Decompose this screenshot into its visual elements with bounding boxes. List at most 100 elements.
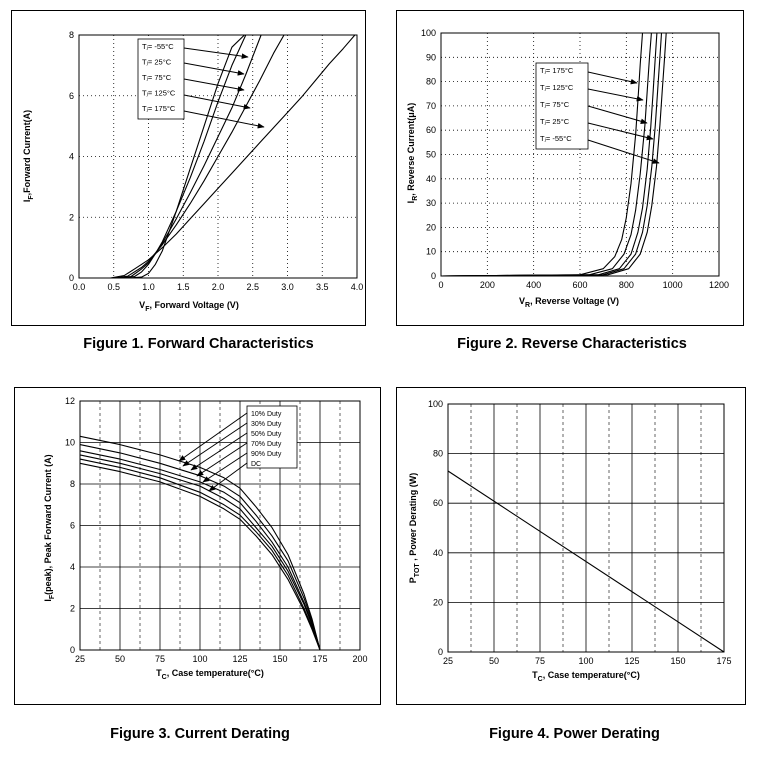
legend-entry: Tⱼ= -55°C <box>540 134 572 143</box>
series-line-2 <box>440 32 652 277</box>
y-tick-label: 10 <box>65 438 75 448</box>
x-tick-label: 2.0 <box>212 282 225 292</box>
x-axis-label-main: V <box>519 296 525 306</box>
legend-entry: 10% Duty <box>251 411 282 418</box>
x-axis-label-sub: C <box>162 674 167 681</box>
series-line-1 <box>440 32 644 277</box>
caption-figure-2: Figure 2. Reverse Characteristics <box>457 336 687 352</box>
x-tick-label: 1000 <box>663 280 683 290</box>
y-tick-label: 0 <box>431 271 436 281</box>
legend-entry: Tⱼ= 175°C <box>142 104 176 113</box>
legend-arrow <box>183 62 245 76</box>
legend-2: 10% Duty 30% Duty 50% Duty 70% Duty 90% Duty… <box>246 405 298 469</box>
series-line-2 <box>79 444 321 651</box>
legend-arrow <box>178 412 248 462</box>
x-tick-label: 3.5 <box>316 282 329 292</box>
x-tick-label: 0.5 <box>107 282 120 292</box>
legend-entry: Tⱼ= 125°C <box>540 83 574 92</box>
y-tick-label: 100 <box>428 399 443 409</box>
legend-entry: Tⱼ= 25°C <box>142 58 172 67</box>
x-axis-label-rest: , Case temperature(°C) <box>543 670 640 680</box>
x-tick-label: 800 <box>619 280 634 290</box>
legend-arrow <box>587 105 648 124</box>
y-tick-label: 60 <box>426 125 436 135</box>
y-tick-label: 2 <box>69 212 74 222</box>
legend-arrow <box>196 442 248 477</box>
x-tick-label: 125 <box>232 654 247 664</box>
legend-arrow <box>587 71 638 85</box>
x-tick-label: 100 <box>578 656 593 666</box>
y-tick-label: 30 <box>426 198 436 208</box>
plot-frame <box>79 400 361 651</box>
y-tick-label: 100 <box>421 28 436 38</box>
y-tick-label: 12 <box>65 396 75 406</box>
x-tick-label: 400 <box>526 280 541 290</box>
x-tick-label: 100 <box>192 654 207 664</box>
x-tick-label: 25 <box>443 656 453 666</box>
legend-arrow <box>183 110 265 129</box>
legend-entry: Tⱼ= 125°C <box>142 89 176 98</box>
y-tick-label: 60 <box>433 498 443 508</box>
chart-power-derating: 25 50 75 100 125 150 175 0 20 40 60 80 100 TC, Case t… <box>408 399 732 683</box>
y-axis-label-main: I <box>43 599 53 602</box>
legend-box <box>246 405 298 469</box>
x-tick-label: 1200 <box>709 280 729 290</box>
series-line-5 <box>79 458 321 651</box>
y-axis-label-rest: , Power Derating (W) <box>408 473 418 564</box>
legend-arrow <box>183 94 251 110</box>
legend-entry: Tⱼ= 25°C <box>540 117 570 126</box>
chart-reverse-characteristics: 0 200 400 600 800 1000 1200 0 10 20 30 40 50 60 70 80 90… <box>406 28 729 309</box>
legend-arrow <box>208 462 248 492</box>
y-tick-label: 80 <box>433 449 443 459</box>
x-axis-label-sub: R <box>525 302 530 309</box>
y-axis-label-rest: (peak), Peak Forward Current (A) <box>43 454 53 595</box>
series-line-3 <box>440 32 658 277</box>
x-tick-label: 25 <box>75 654 85 664</box>
series-line-6 <box>79 462 321 651</box>
legend-arrow <box>587 122 654 141</box>
series-line-3 <box>79 34 262 279</box>
x-axis-label-rest: , Reverse Voltage (V) <box>530 296 619 306</box>
x-axis-label-rest: , Forward Voltage (V) <box>149 300 238 310</box>
caption-figure-3: Figure 3. Current Derating <box>110 726 290 742</box>
x-axis-label: VR, Reverse Voltage (V) <box>519 296 619 309</box>
legend-entry: Tⱼ= 175°C <box>540 66 574 75</box>
x-tick-label: 3.0 <box>281 282 294 292</box>
legend-entry: 90% Duty <box>251 451 282 458</box>
panel-forward-characteristics: 0.0 0.5 1.0 1.5 2.0 2.5 3.0 3.5 4.0 0 2 4 6 8 VF, Forw… <box>11 10 366 326</box>
grid-3 <box>448 404 724 652</box>
x-tick-label: 125 <box>624 656 639 666</box>
y-tick-label: 6 <box>70 521 75 531</box>
x-tick-label: 175 <box>716 656 731 666</box>
x-axis-label-sub: C <box>538 676 543 683</box>
y-axis-label-sub: F <box>28 195 35 200</box>
x-axis-label: TC, Case temperature(°C) <box>156 668 264 681</box>
plot-frame <box>447 403 725 653</box>
panel-current-derating: 25 50 75 100 125 150 175 200 0 2 4 6 8 10 12 TC, Case t… <box>14 387 381 705</box>
x-axis-label-sub: F <box>145 306 150 313</box>
legend-arrow <box>190 432 248 471</box>
series-line-1 <box>79 435 321 651</box>
y-tick-label: 8 <box>69 30 74 40</box>
legend-entry: 30% Duty <box>251 421 282 428</box>
series-line-4 <box>79 34 285 279</box>
y-axis-label-sub: TOT <box>414 563 421 578</box>
y-tick-label: 8 <box>70 479 75 489</box>
x-tick-label: 50 <box>489 656 499 666</box>
y-tick-label: 90 <box>426 52 436 62</box>
x-tick-label: 2.5 <box>246 282 259 292</box>
y-tick-label: 10 <box>426 247 436 257</box>
grid-2 <box>80 401 360 650</box>
x-tick-label: 150 <box>670 656 685 666</box>
legend-entry: Tⱼ= -55°C <box>142 42 174 51</box>
caption-figure-4: Figure 4. Power Derating <box>489 726 660 742</box>
x-tick-label: 0.0 <box>73 282 86 292</box>
y-tick-label: 6 <box>69 91 74 101</box>
series-line-1 <box>447 470 725 653</box>
caption-figure-1: Figure 1. Forward Characteristics <box>83 336 314 352</box>
x-tick-label: 4.0 <box>351 282 364 292</box>
legend-0: Tⱼ= -55°C Tⱼ= 25°C Tⱼ= 75°C Tⱼ= 125°C Tⱼ= 17… <box>137 38 185 120</box>
plot-frame <box>78 34 358 279</box>
x-tick-label: 600 <box>572 280 587 290</box>
